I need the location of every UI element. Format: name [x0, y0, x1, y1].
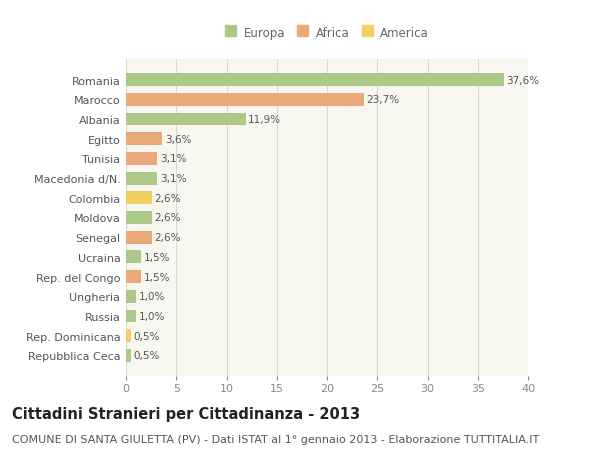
Text: Cittadini Stranieri per Cittadinanza - 2013: Cittadini Stranieri per Cittadinanza - 2… [12, 406, 360, 421]
Text: 2,6%: 2,6% [155, 193, 181, 203]
Text: 11,9%: 11,9% [248, 115, 281, 125]
Legend: Europa, Africa, America: Europa, Africa, America [223, 24, 431, 42]
Bar [126, 310, 136, 323]
Text: 1,0%: 1,0% [139, 311, 165, 321]
Text: 1,0%: 1,0% [139, 291, 165, 302]
Text: 1,5%: 1,5% [143, 252, 170, 263]
Text: 1,5%: 1,5% [143, 272, 170, 282]
Text: 0,5%: 0,5% [134, 331, 160, 341]
Text: 3,1%: 3,1% [160, 174, 186, 184]
Text: 23,7%: 23,7% [367, 95, 400, 105]
Bar [126, 231, 152, 244]
Text: 2,6%: 2,6% [155, 213, 181, 223]
Bar [126, 192, 152, 205]
Text: 37,6%: 37,6% [506, 75, 539, 85]
Bar [126, 330, 131, 342]
Text: 2,6%: 2,6% [155, 233, 181, 243]
Bar [126, 271, 141, 283]
Bar [126, 113, 245, 126]
Bar [126, 172, 157, 185]
Text: 3,6%: 3,6% [164, 134, 191, 145]
Bar [126, 290, 136, 303]
Bar [126, 212, 152, 224]
Text: 3,1%: 3,1% [160, 154, 186, 164]
Bar [126, 74, 504, 87]
Bar [126, 349, 131, 362]
Text: 0,5%: 0,5% [134, 351, 160, 361]
Bar [126, 133, 162, 146]
Bar [126, 153, 157, 165]
Text: COMUNE DI SANTA GIULETTA (PV) - Dati ISTAT al 1° gennaio 2013 - Elaborazione TUT: COMUNE DI SANTA GIULETTA (PV) - Dati IST… [12, 434, 539, 444]
Bar [126, 251, 141, 264]
Bar [126, 94, 364, 106]
